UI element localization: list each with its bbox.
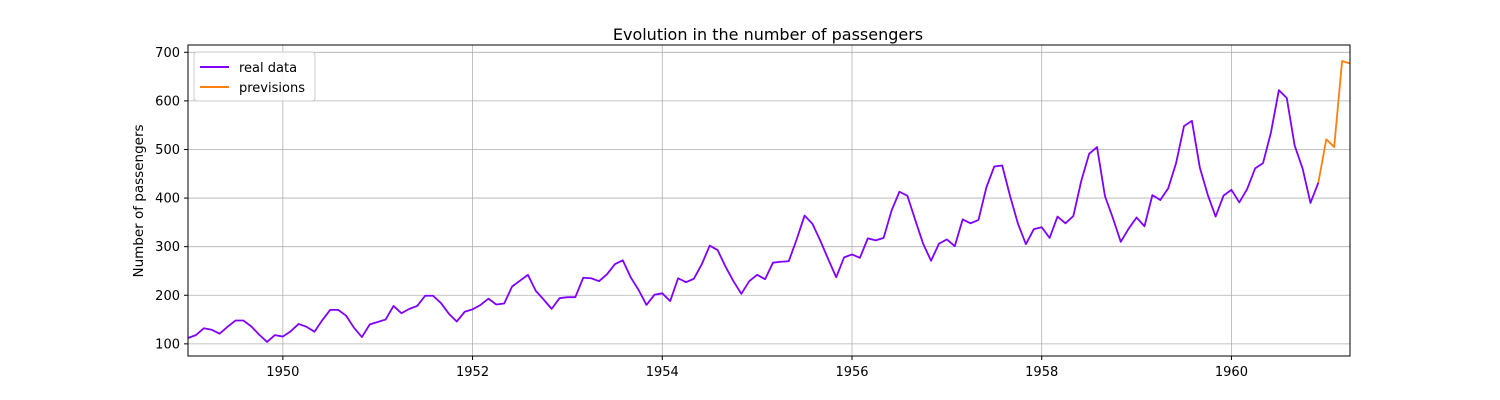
y-tick-label: 400 — [155, 192, 180, 207]
x-tick-label: 1956 — [835, 365, 868, 380]
legend-label-real-data: real data — [239, 61, 297, 76]
y-tick-label: 500 — [155, 143, 180, 158]
y-tick-label: 300 — [155, 240, 180, 255]
x-tick-label: 1952 — [456, 365, 489, 380]
plot-frame — [187, 44, 1351, 357]
series-lines — [187, 60, 1351, 343]
series-line-previsions — [1317, 60, 1351, 183]
x-axis-ticks: 1950 1952 1954 1956 1958 1960 — [266, 356, 1248, 380]
x-tick-label: 1954 — [646, 365, 679, 380]
legend: real data previsions — [193, 51, 316, 102]
y-tick-label: 700 — [155, 46, 180, 61]
y-tick-label: 100 — [155, 337, 180, 352]
grid-lines — [188, 45, 1350, 356]
chart-title: Evolution in the number of passengers — [613, 25, 923, 44]
legend-label-previsions: previsions — [239, 81, 305, 96]
legend-box — [193, 51, 316, 102]
x-tick-label: 1958 — [1025, 365, 1058, 380]
series-line-real-data — [187, 89, 1320, 343]
y-tick-label: 600 — [155, 94, 180, 109]
y-axis-ticks: 100 200 300 400 500 600 700 — [155, 46, 188, 352]
x-tick-label: 1960 — [1215, 365, 1248, 380]
y-axis-label: Number of passengers — [131, 124, 147, 277]
y-tick-label: 200 — [155, 289, 180, 304]
x-tick-label: 1950 — [266, 365, 299, 380]
